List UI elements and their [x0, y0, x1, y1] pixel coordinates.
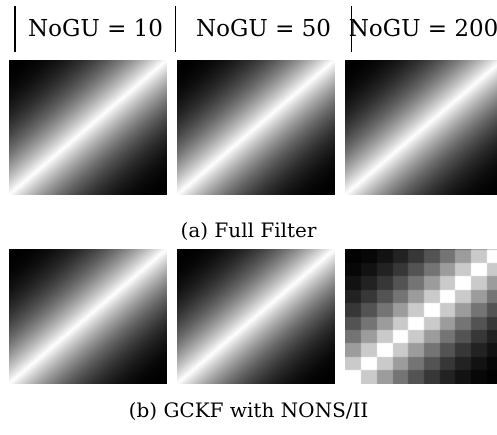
caption-gckf-nons-ii: (b) GCKF with NONS/II	[128, 398, 369, 422]
column-header-nogu-50: NoGU = 50	[176, 6, 352, 52]
gckf-image-nogu-50	[177, 249, 335, 384]
gckf-image-nogu-200	[345, 249, 497, 384]
column-header-row: NoGU = 10 NoGU = 50 NoGU = 200	[14, 6, 497, 52]
full-filter-image-nogu-10	[9, 60, 167, 195]
full-filter-image-nogu-200	[345, 60, 497, 195]
gckf-image-nogu-10	[9, 249, 167, 384]
column-header-nogu-200: NoGU = 200	[348, 16, 497, 42]
caption-full-filter: (a) Full Filter	[180, 218, 317, 242]
full-filter-image-nogu-50	[177, 60, 335, 195]
column-header-nogu-10: NoGU = 10	[14, 6, 176, 52]
